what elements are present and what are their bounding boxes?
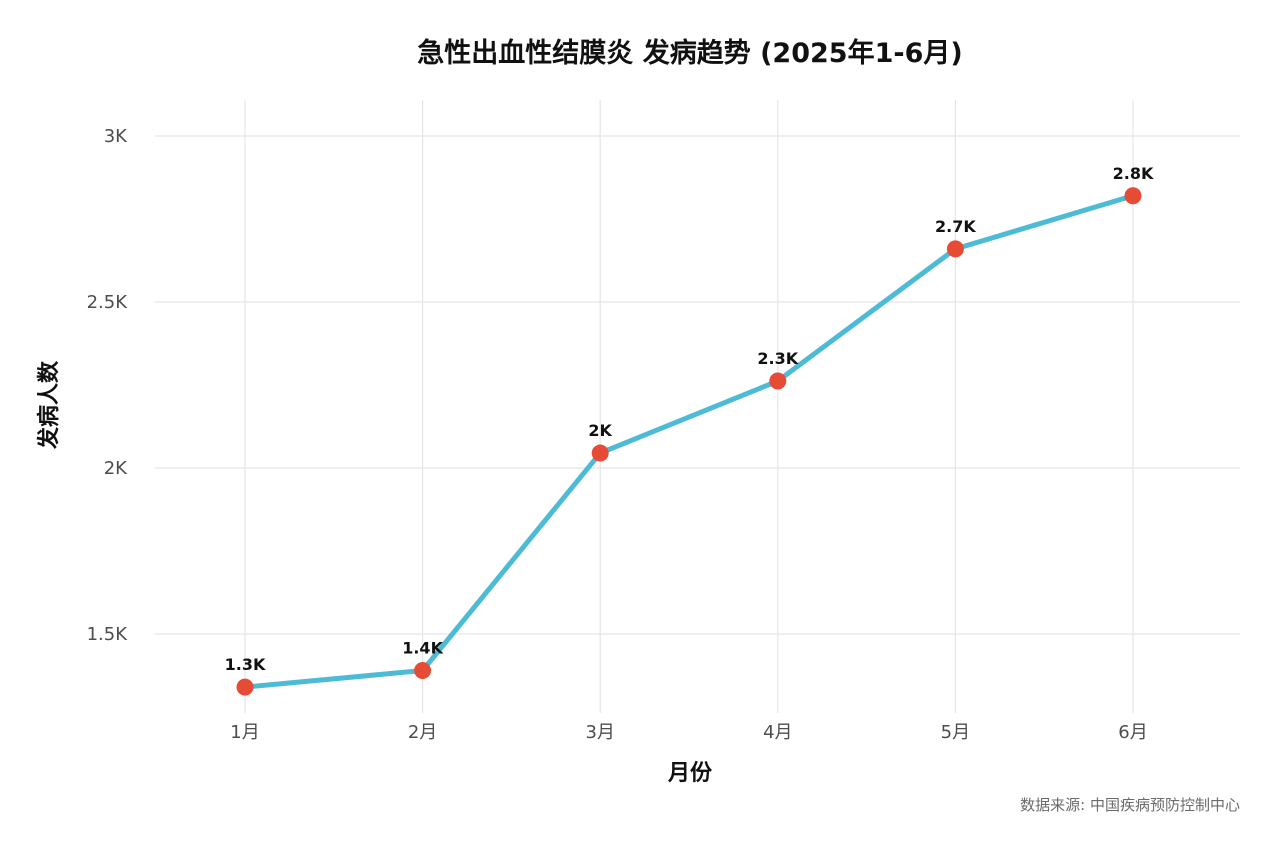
data-label: 2.8K [1113,164,1154,183]
y-axis-title: 发病人数 [36,360,62,450]
data-point [414,662,432,680]
x-tick-label: 5月 [941,722,970,743]
x-axis-title: 月份 [667,761,713,786]
data-labels: 1.3K 1.4K 2K 2.3K 2.7K 2.8K [225,164,1154,674]
x-tick-label: 3月 [585,722,614,743]
x-tick-label: 1月 [230,722,259,743]
chart-title: 急性出血性结膜炎 发病趋势 (2025年1-6月) [417,37,962,69]
data-label: 2K [588,421,612,440]
data-label: 2.3K [757,349,798,368]
grid-group [155,100,1240,713]
data-label: 1.3K [225,655,266,674]
y-tick-labels: 1.5K 2K 2.5K 3K [87,126,129,645]
x-tick-label: 6月 [1118,722,1147,743]
source-caption: 数据来源: 中国疾病预防控制中心 [1020,796,1240,814]
y-tick-label: 2.5K [87,292,129,313]
data-label: 2.7K [935,217,976,236]
data-point [591,444,609,462]
series-group [236,187,1142,696]
data-point [236,678,254,696]
x-tick-labels: 1月 2月 3月 4月 5月 6月 [230,722,1147,743]
y-tick-label: 1.5K [87,624,129,645]
x-tick-label: 4月 [763,722,792,743]
data-point [946,240,964,258]
data-label: 1.4K [402,639,443,658]
data-point [1124,187,1142,205]
series-line [242,193,1136,690]
x-tick-label: 2月 [408,722,437,743]
y-tick-label: 3K [104,126,128,147]
y-tick-label: 2K [104,458,128,479]
data-point [769,372,787,390]
